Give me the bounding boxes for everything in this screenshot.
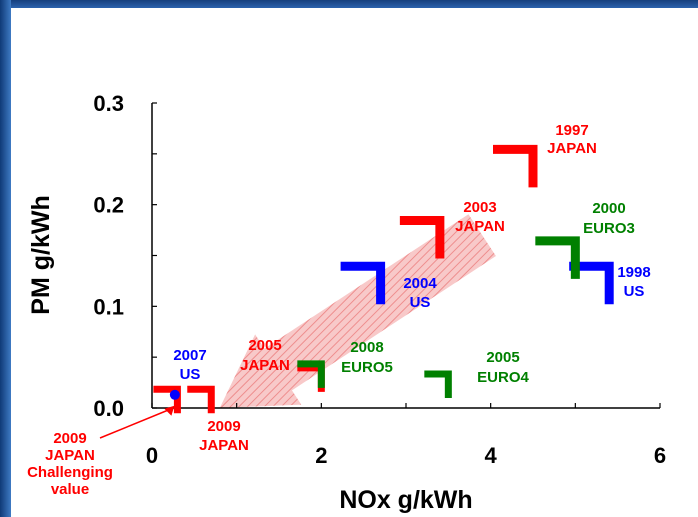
- data-point-label: 2008 EURO5: [341, 339, 393, 376]
- y-tick-label: 0.3: [93, 91, 124, 116]
- slide-top-border: [0, 0, 698, 8]
- x-axis-label: NOx g/kWh: [339, 486, 472, 514]
- data-point-label: 2005 EURO4: [477, 349, 529, 386]
- data-point-marker: [569, 261, 614, 305]
- data-point-marker: [493, 144, 538, 188]
- data-point-label: 2003 JAPAN: [455, 199, 505, 235]
- data-point-marker: [153, 385, 181, 414]
- pointer-arrowhead: [164, 405, 175, 416]
- trend-arrow-layer: [219, 214, 496, 408]
- data-point-label: 2004 US: [403, 275, 437, 311]
- x-tick-label: 4: [485, 443, 498, 468]
- data-point-label: 2005 JAPAN: [240, 337, 290, 374]
- data-point-marker: [399, 216, 445, 259]
- trend-arrow: [219, 214, 496, 408]
- axes: 0.0 0.1 0.2 0.3 0 2 4 6 NOx g/kWh PM g/kWh: [27, 91, 666, 514]
- slide-left-border: [0, 0, 11, 517]
- data-point-marker: [297, 360, 325, 388]
- data-point-label: 2007 US: [173, 347, 206, 383]
- data-point-label: 2000 EURO3: [583, 200, 635, 237]
- markers: [153, 144, 614, 414]
- point-labels: 1997 JAPAN 2003 JAPAN 2005 JAPAN 2009 JAPAN 2009…: [27, 122, 651, 498]
- data-point-marker: [424, 370, 452, 398]
- y-axis-label: PM g/kWh: [27, 195, 55, 314]
- data-point-label: 2009 JAPAN Challenging value: [27, 430, 113, 498]
- x-tick-label: 0: [146, 443, 158, 468]
- data-point-marker: [535, 236, 580, 279]
- challenging-value-pointer: [99, 408, 172, 439]
- data-point-label: 1997 JAPAN: [547, 122, 597, 157]
- data-point-marker: [340, 261, 386, 305]
- x-tick-label: 6: [654, 443, 666, 468]
- data-point-label: 1998 US: [617, 264, 650, 300]
- y-tick-label: 0.2: [93, 193, 124, 218]
- data-point-marker: [187, 385, 215, 414]
- y-tick-label: 0.1: [93, 294, 124, 319]
- data-point-marker: [169, 389, 180, 400]
- y-tick-label: 0.0: [93, 396, 124, 421]
- data-point-label: 2009 JAPAN: [199, 418, 249, 454]
- x-tick-label: 2: [315, 443, 327, 468]
